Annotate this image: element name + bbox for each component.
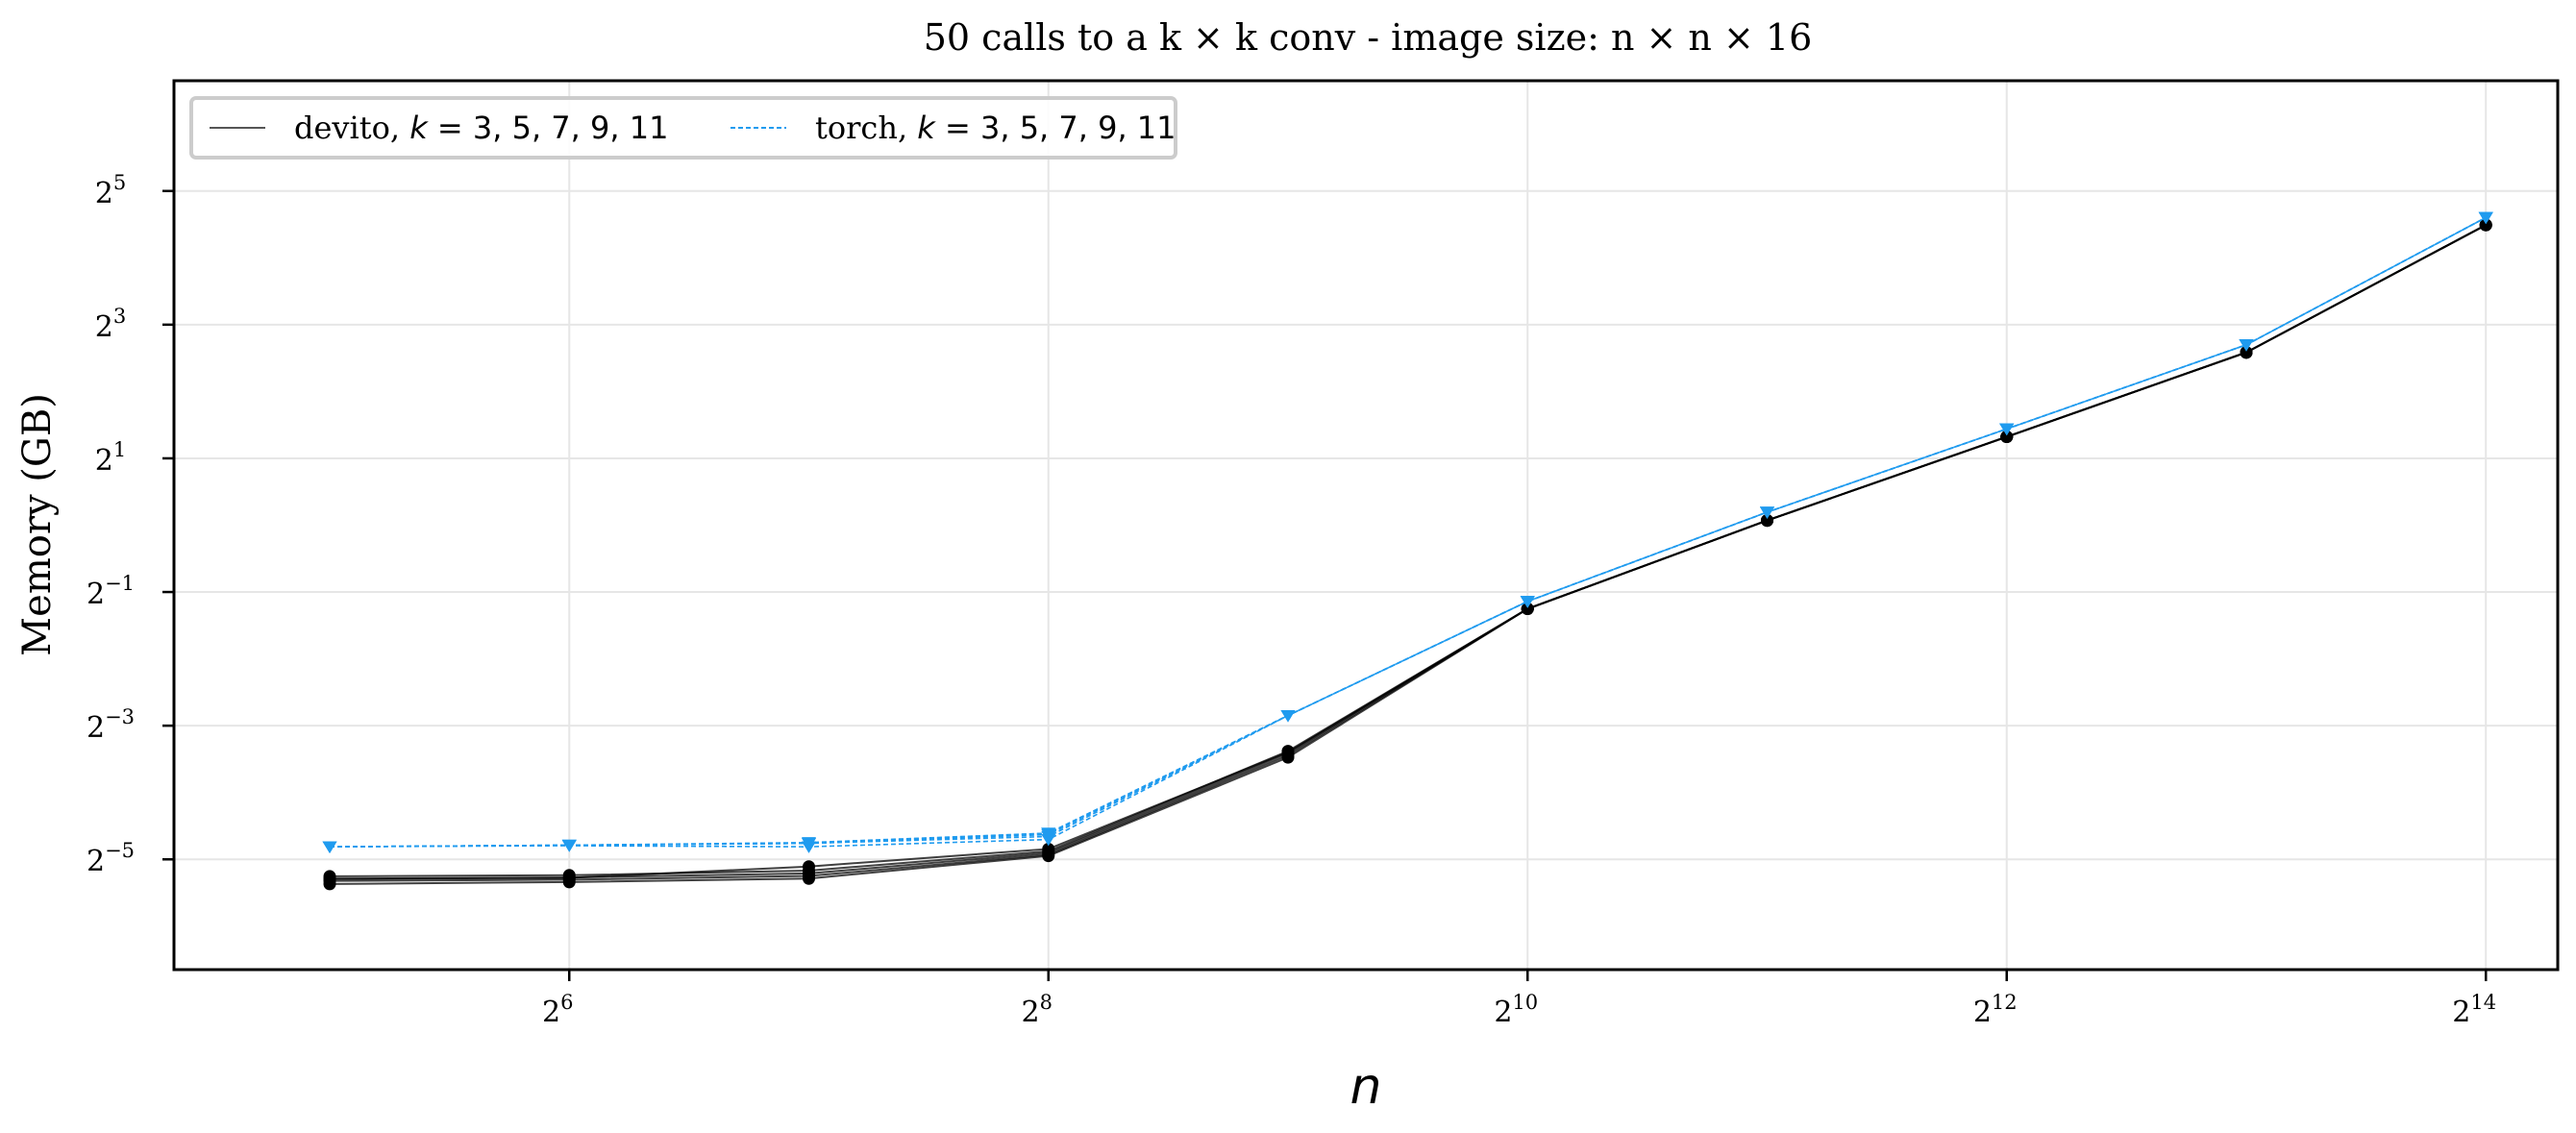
devito-point <box>803 860 816 874</box>
devito-point <box>562 871 576 884</box>
devito-point <box>323 873 336 886</box>
grid-lines <box>174 81 2558 970</box>
torch-point <box>1041 828 1056 842</box>
x-tick-label: 212 <box>1973 991 2018 1029</box>
torch-line <box>330 216 2487 848</box>
plot-frame <box>172 79 2560 972</box>
torch-line <box>330 216 2487 848</box>
torch-series-1 <box>322 211 2493 853</box>
torch-point <box>802 837 817 850</box>
devito-series-0 <box>323 218 2492 891</box>
devito-series-2 <box>323 218 2492 885</box>
torch-point <box>1999 423 2015 436</box>
legend-devito-label: devito, k = 3, 5, 7, 9, 11 <box>294 110 668 146</box>
y-tick-label: 23 <box>95 305 126 344</box>
legend-box <box>189 96 1177 160</box>
y-ticks: 2−5 2−3 2−1 21 23 25 <box>87 171 174 878</box>
torch-series-2 <box>322 211 2493 853</box>
torch-line <box>330 216 2487 848</box>
devito-point <box>2479 218 2492 232</box>
devito-point <box>2000 431 2014 444</box>
torch-series-4 <box>322 211 2493 853</box>
series-group <box>322 211 2493 891</box>
x-tick-label: 26 <box>542 991 573 1029</box>
devito-series-4 <box>323 218 2492 886</box>
devito-line <box>330 224 2487 880</box>
torch-line <box>330 216 2487 848</box>
devito-point <box>1281 746 1295 759</box>
devito-point <box>1042 842 1055 855</box>
x-ticks: 26 28 210 212 214 <box>542 970 2496 1029</box>
torch-point <box>1280 709 1296 723</box>
devito-series-1 <box>323 218 2492 888</box>
devito-point <box>1760 514 1773 528</box>
torch-point <box>1759 506 1774 519</box>
torch-line <box>330 216 2487 848</box>
x-tick-label: 214 <box>2452 991 2496 1029</box>
y-tick-label: 2−3 <box>87 705 135 745</box>
torch-series-3 <box>322 211 2493 853</box>
y-tick-label: 2−5 <box>87 839 135 878</box>
torch-point <box>1520 596 1535 608</box>
torch-point <box>2239 339 2254 352</box>
devito-line <box>330 224 2487 882</box>
torch-point <box>322 841 337 853</box>
devito-line <box>330 224 2487 877</box>
torch-point <box>2478 211 2493 225</box>
y-axis-label: Memory (GB) <box>15 393 60 656</box>
x-axis-label: n <box>1350 1058 1382 1116</box>
y-tick-label: 25 <box>95 171 126 210</box>
legend-torch-label: torch, k = 3, 5, 7, 9, 11 <box>815 110 1177 146</box>
devito-point <box>2240 346 2253 359</box>
devito-point <box>1521 603 1534 616</box>
torch-point <box>561 839 577 852</box>
devito-line <box>330 224 2487 880</box>
x-tick-label: 210 <box>1494 991 1538 1029</box>
torch-series-0 <box>322 211 2493 853</box>
y-tick-label: 21 <box>95 438 126 478</box>
chart-title: 50 calls to a k × k conv - image size: n… <box>924 16 1813 59</box>
devito-series-3 <box>323 218 2492 883</box>
legend: devito, k = 3, 5, 7, 9, 11 torch, k = 3, … <box>189 96 1177 160</box>
y-tick-label: 2−1 <box>87 572 135 611</box>
x-tick-label: 28 <box>1022 991 1053 1029</box>
